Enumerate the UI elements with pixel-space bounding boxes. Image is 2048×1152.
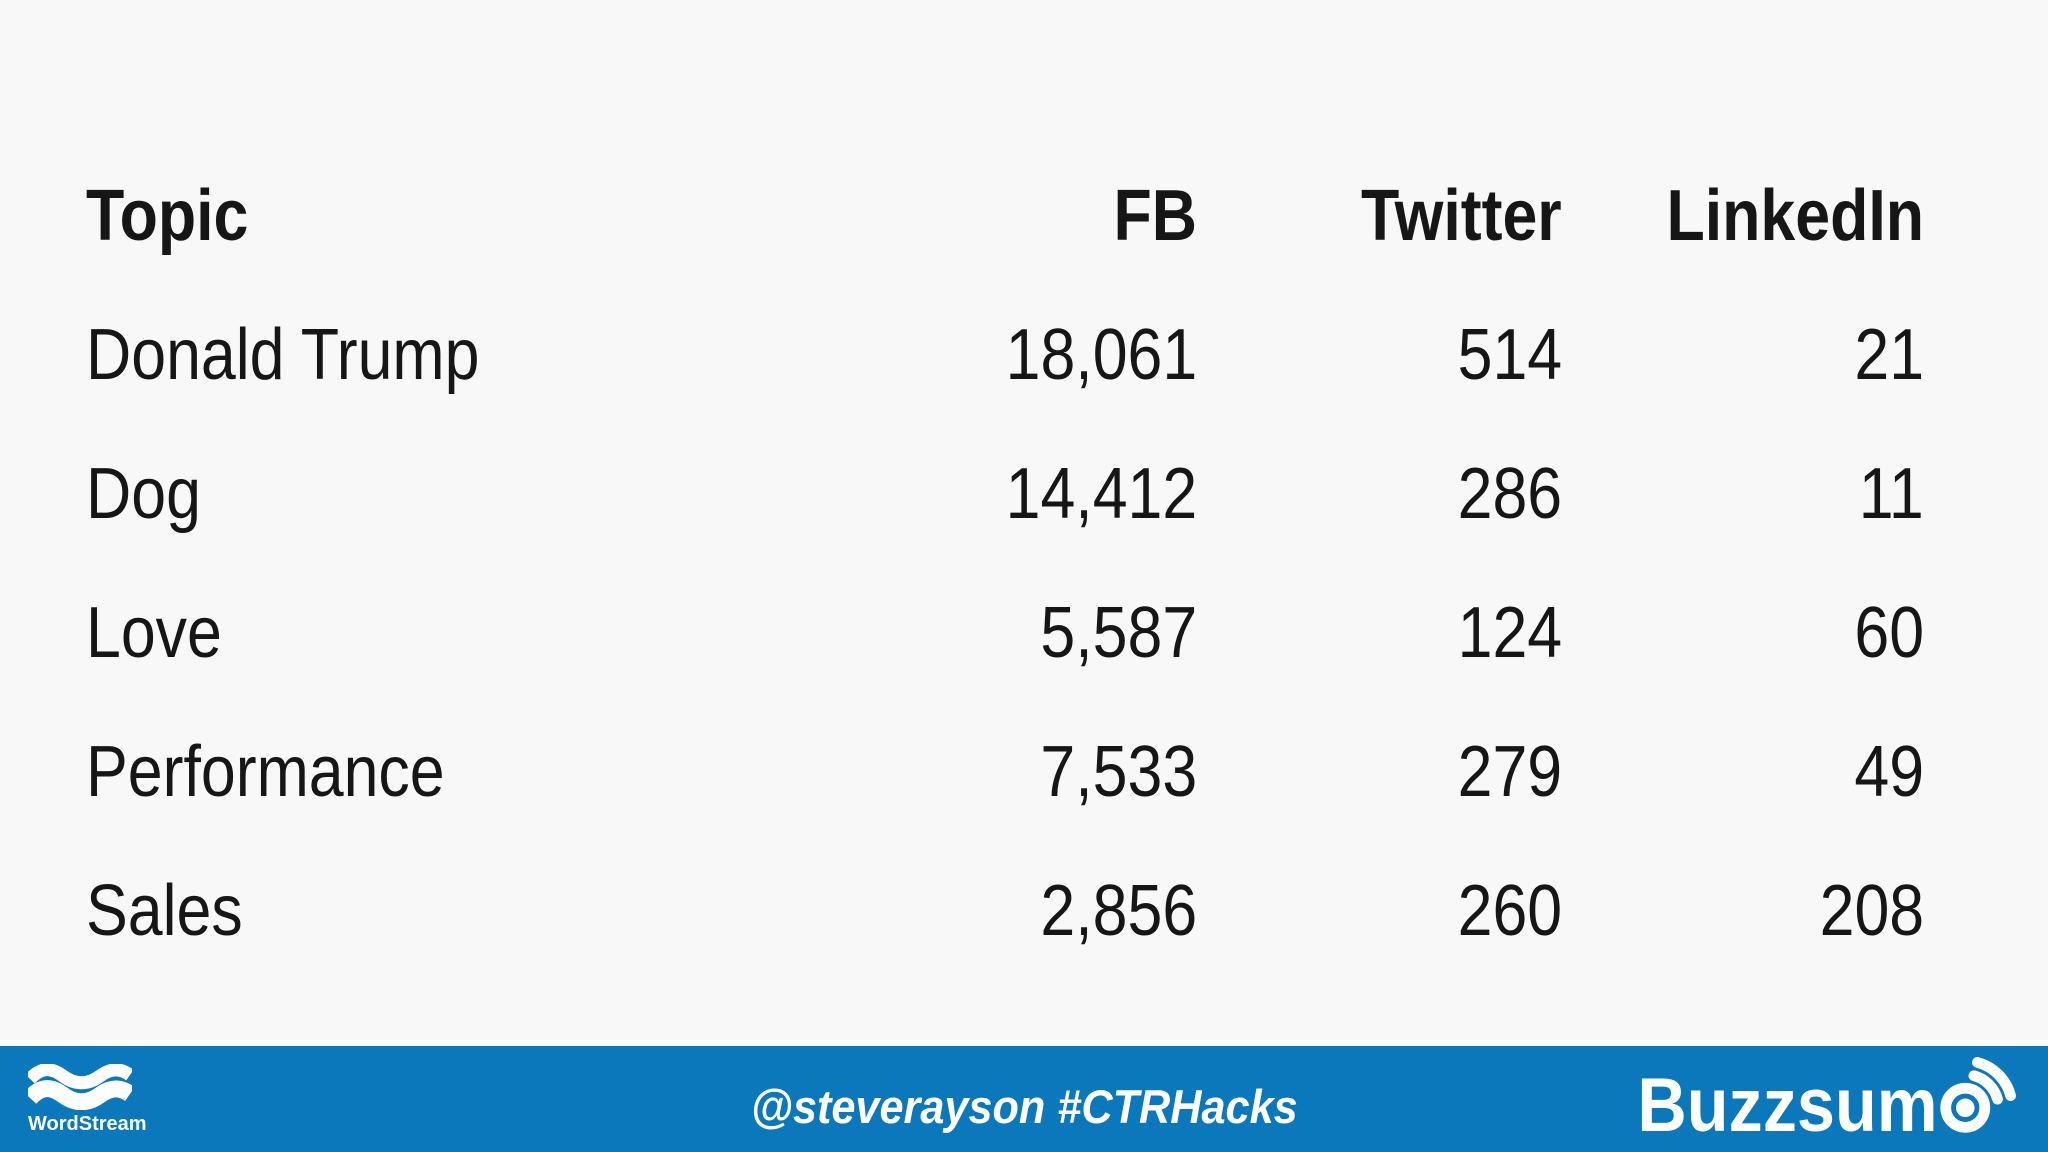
cell-topic: Sales xyxy=(86,841,897,980)
fb-value: 18,061 xyxy=(1005,314,1197,395)
column-header-label: LinkedIn xyxy=(1666,175,1924,256)
column-header-twitter: Twitter xyxy=(1197,146,1562,285)
cell-linkedin-value: 49 xyxy=(1562,702,1924,841)
cell-topic: Performance xyxy=(86,702,897,841)
cell-linkedin-value: 208 xyxy=(1562,841,1924,980)
twitter-value: 260 xyxy=(1457,870,1562,951)
fb-value: 14,412 xyxy=(1005,453,1197,534)
cell-fb-value: 14,412 xyxy=(897,424,1197,563)
column-header-fb: FB xyxy=(897,146,1197,285)
footer-bar: WordStream @steverayson #CTRHacks Buzzsu… xyxy=(0,1046,2048,1152)
cell-topic: Donald Trump xyxy=(86,285,897,424)
topic-label: Donald Trump xyxy=(86,314,480,395)
cell-fb-value: 2,856 xyxy=(897,841,1197,980)
cell-twitter-value: 514 xyxy=(1197,285,1562,424)
topic-label: Love xyxy=(86,592,222,673)
linkedin-value: 208 xyxy=(1819,870,1924,951)
linkedin-value: 11 xyxy=(1858,453,1924,534)
column-header-label: Twitter xyxy=(1361,175,1562,256)
wordstream-logo: WordStream xyxy=(28,1064,148,1136)
fb-value: 5,587 xyxy=(1040,592,1197,673)
buzzsumo-wordmark: Buzzsum xyxy=(1637,1063,1938,1148)
column-header-label: Topic xyxy=(86,175,249,256)
buzzsumo-logo: Buzzsum xyxy=(1604,1046,2020,1152)
cell-fb-value: 7,533 xyxy=(897,702,1197,841)
wordstream-label: WordStream xyxy=(28,1113,147,1135)
twitter-value: 514 xyxy=(1457,314,1562,395)
twitter-value: 286 xyxy=(1457,453,1562,534)
cell-linkedin-value: 21 xyxy=(1562,285,1924,424)
fb-value: 2,856 xyxy=(1040,870,1197,951)
topic-label: Dog xyxy=(86,453,201,534)
footer-caption: @steverayson #CTRHacks xyxy=(0,1046,2048,1152)
column-header-topic: Topic xyxy=(86,146,897,285)
cell-linkedin-value: 11 xyxy=(1562,424,1924,563)
fb-value: 7,533 xyxy=(1040,731,1197,812)
cell-twitter-value: 260 xyxy=(1197,841,1562,980)
cell-twitter-value: 124 xyxy=(1197,563,1562,702)
cell-fb-value: 5,587 xyxy=(897,563,1197,702)
cell-topic: Love xyxy=(86,563,897,702)
cell-fb-value: 18,061 xyxy=(897,285,1197,424)
cell-linkedin-value: 60 xyxy=(1562,563,1924,702)
linkedin-value: 49 xyxy=(1854,731,1924,812)
cell-twitter-value: 286 xyxy=(1197,424,1562,563)
radar-signal-o-icon xyxy=(1934,1056,2020,1140)
cell-topic: Dog xyxy=(86,424,897,563)
twitter-value: 279 xyxy=(1457,731,1562,812)
linkedin-value: 60 xyxy=(1854,592,1924,673)
topic-label: Performance xyxy=(86,731,445,812)
waves-icon xyxy=(28,1064,148,1110)
twitter-value: 124 xyxy=(1457,592,1562,673)
topic-label: Sales xyxy=(86,870,243,951)
social-handle-hashtag: @steverayson #CTRHacks xyxy=(750,1079,1298,1133)
topic-engagement-table: Topic FB Twitter LinkedIn Donald Trump 1… xyxy=(86,146,1924,980)
column-header-label: FB xyxy=(1113,175,1197,256)
footer-divider xyxy=(0,1040,2048,1046)
cell-twitter-value: 279 xyxy=(1197,702,1562,841)
column-header-linkedin: LinkedIn xyxy=(1562,146,1924,285)
linkedin-value: 21 xyxy=(1854,314,1924,395)
